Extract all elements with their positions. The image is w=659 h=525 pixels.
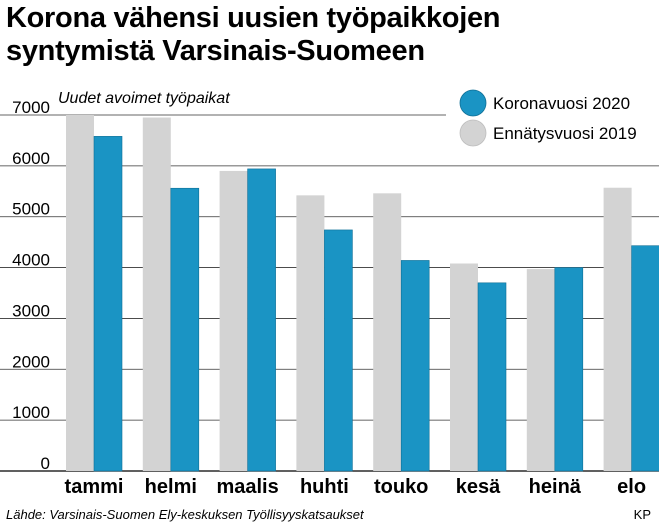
chart-title: Korona vähensi uusien työpaikkojen synty…	[6, 2, 501, 68]
y-tick-label: 1000	[12, 403, 50, 422]
bar-2019	[526, 269, 555, 471]
y-axis-label: Uudet avoimet työpaikat	[58, 90, 230, 107]
bar-2020	[631, 245, 659, 472]
x-tick-label: tammi	[65, 476, 124, 498]
chart-title-line-2: syntymistä Varsinais-Suomeen	[6, 35, 425, 67]
y-tick-label: 5000	[12, 200, 50, 219]
bar-2019	[603, 187, 632, 471]
legend-label: Ennätysvuosi 2019	[493, 124, 637, 143]
ylabel-background	[58, 86, 442, 112]
x-tick-label: kesä	[456, 476, 501, 498]
bar-2020	[554, 267, 584, 472]
bar-2020	[477, 282, 507, 472]
y-tick-label: 7000	[12, 98, 50, 117]
y-axis-ticks: 0 1000 2000 3000 4000 5000 6000 7000	[12, 98, 50, 473]
bar-2019	[296, 195, 325, 471]
bar-2020	[247, 168, 276, 472]
x-tick-label: elo	[617, 476, 646, 498]
bar-2020	[400, 260, 430, 472]
bar-2020	[93, 136, 123, 472]
x-axis-ticks: tammi helmi maalis huhti touko kesä heinä elo	[65, 476, 647, 498]
credit: KP	[633, 507, 651, 522]
y-tick-label: 3000	[12, 301, 50, 320]
source-note: Lähde: Varsinais-Suomen Ely-keskuksen Ty…	[6, 507, 364, 522]
x-tick-label: helmi	[145, 476, 197, 498]
x-tick-label: huhti	[300, 476, 349, 498]
bar-2019	[66, 115, 94, 471]
y-tick-label: 2000	[12, 352, 50, 371]
x-tick-label: touko	[374, 476, 428, 498]
y-tick-label: 6000	[12, 149, 50, 168]
bar-2019	[373, 193, 402, 471]
bar-2019	[142, 117, 171, 472]
y-tick-label: 0	[41, 454, 50, 473]
bar-2019	[219, 170, 248, 471]
bar-2019	[450, 263, 478, 471]
y-tick-label: 4000	[12, 251, 50, 270]
x-tick-label: maalis	[216, 476, 278, 498]
chart-title-line-1: Korona vähensi uusien työpaikkojen	[6, 2, 501, 34]
legend-label: Koronavuosi 2020	[493, 94, 630, 113]
bar-2020	[170, 187, 200, 472]
legend-swatch	[459, 119, 487, 147]
legend-swatch	[459, 89, 487, 117]
bar-2020	[324, 229, 353, 472]
x-tick-label: heinä	[529, 476, 582, 498]
legend: Koronavuosi 2020 Ennätysvuosi 2019	[446, 86, 659, 148]
bars	[66, 115, 659, 472]
